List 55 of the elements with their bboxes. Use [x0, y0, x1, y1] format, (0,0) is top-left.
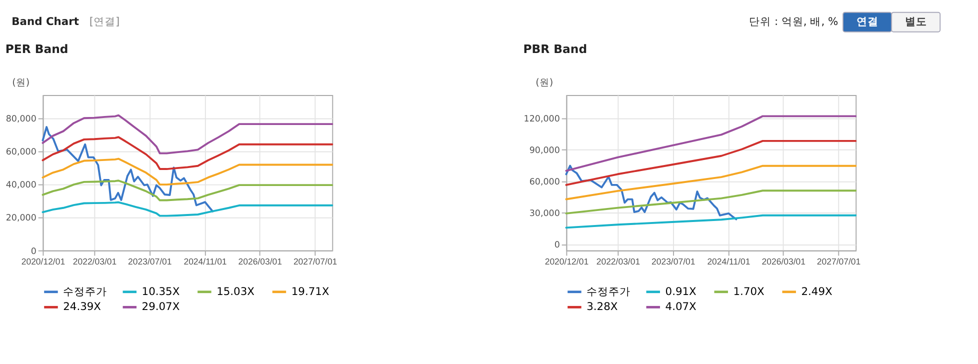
line-series	[565, 164, 738, 220]
x-tick-label: 2024/11/01	[184, 256, 227, 266]
legend-label: 29.07X	[142, 300, 180, 314]
y-axis-title: (원)	[12, 78, 30, 89]
y-tick-label: 20,000	[6, 214, 36, 224]
legend-label: 2.49X	[801, 284, 832, 298]
y-tick-label: 0	[554, 240, 560, 250]
line-series	[42, 180, 334, 202]
legend-label: 19.71X	[291, 284, 330, 298]
chart-title: PER Band	[5, 42, 68, 56]
y-tick-label: 60,000	[6, 148, 36, 158]
legend-label: 1.70X	[733, 284, 764, 298]
x-tick-label: 2020/12/01	[21, 256, 66, 266]
y-tick-label: 0	[30, 246, 36, 257]
legend-label: 3.28X	[586, 300, 618, 314]
line-series	[42, 126, 214, 212]
text: 연결	[856, 15, 878, 28]
line-series	[42, 114, 334, 154]
y-axis-title: (원)	[536, 78, 554, 89]
x-tick-label: 2022/03/01	[72, 256, 117, 266]
legend-label: 0.91X	[665, 284, 696, 298]
legend-label: 24.39X	[63, 300, 102, 314]
line-series	[565, 140, 857, 186]
y-tick-label: 120,000	[524, 114, 560, 124]
x-tick-label: 2022/03/01	[596, 256, 640, 266]
text: 단위 : 억원, 배, %	[749, 15, 838, 28]
x-tick-label: 2023/07/01	[128, 256, 172, 266]
chart-title: PBR Band	[523, 42, 588, 56]
x-tick-label: 2027/07/01	[816, 256, 861, 266]
text: 별도	[904, 15, 927, 28]
text: Band Chart	[12, 15, 79, 28]
line-series	[42, 158, 334, 186]
legend-label: 10.35X	[142, 284, 180, 298]
y-tick-label: 40,000	[6, 180, 36, 191]
legend-label: 수정주가	[586, 284, 631, 298]
line-series	[565, 164, 857, 200]
line-series	[565, 115, 857, 172]
x-tick-label: 2024/11/01	[707, 256, 750, 266]
x-tick-label: 2026/03/01	[238, 256, 282, 266]
x-tick-label: 2023/07/01	[652, 256, 696, 266]
y-tick-label: 80,000	[6, 114, 36, 125]
x-tick-label: 2020/12/01	[544, 256, 589, 266]
legend-label: 15.03X	[216, 284, 254, 298]
y-tick-label: 30,000	[529, 208, 560, 219]
line-series	[565, 214, 857, 229]
x-tick-label: 2026/03/01	[762, 256, 806, 266]
y-tick-label: 60,000	[529, 177, 560, 188]
text: [연결]	[89, 15, 120, 28]
legend-label: 수정주가	[63, 284, 108, 298]
line-series	[42, 136, 334, 170]
y-tick-label: 90,000	[529, 146, 560, 156]
legend-label: 4.07X	[665, 300, 696, 314]
line-series	[565, 190, 857, 214]
line-series	[42, 201, 334, 217]
x-tick-label: 2027/07/01	[293, 256, 338, 266]
